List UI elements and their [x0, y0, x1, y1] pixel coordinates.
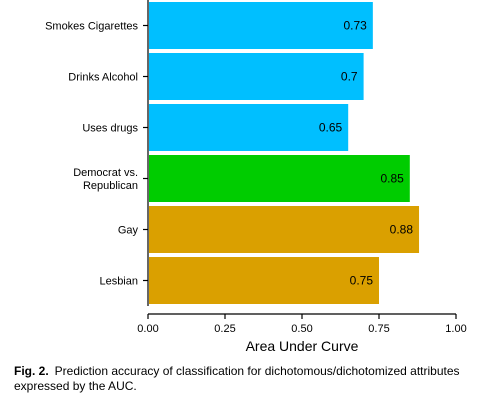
y-tick-label-4: Gay — [118, 225, 139, 237]
x-tick-label-3: 0.75 — [368, 323, 389, 335]
bar-1 — [149, 53, 364, 100]
figure-label: Fig. 2. — [14, 364, 49, 378]
y-tick-label-3: Democrat vs. Republican — [73, 167, 138, 192]
x-tick-label-0: 0.00 — [137, 323, 158, 335]
bar-4 — [149, 206, 420, 253]
bar-5 — [149, 257, 379, 304]
y-tick-label-2: Uses drugs — [82, 123, 138, 135]
auc-bar-chart: 0.73 0.7 0.65 0.85 0.88 0.75 Smokes Cigarette… — [45, 0, 467, 354]
bar-value-label-0: 0.73 — [343, 19, 367, 33]
bars-layer: 0.73 0.7 0.65 0.85 0.88 0.75 — [149, 2, 420, 304]
y-tick-label-0: Smokes Cigarettes — [45, 21, 138, 33]
bar-0 — [149, 2, 373, 49]
figure-caption: Fig. 2. Prediction accuracy of classifica… — [14, 364, 474, 394]
figure-caption-text: Prediction accuracy of classification fo… — [14, 364, 460, 393]
bar-3 — [149, 155, 410, 202]
x-tick-label-2: 0.50 — [291, 323, 312, 335]
bar-value-label-2: 0.65 — [319, 121, 343, 135]
x-axis: 0.00 0.25 0.50 0.75 1.00 — [137, 313, 467, 335]
bar-value-label-5: 0.75 — [350, 274, 374, 288]
bar-2 — [149, 104, 349, 151]
x-tick-label-4: 1.00 — [445, 323, 466, 335]
bar-value-label-1: 0.7 — [341, 70, 358, 84]
bar-value-label-3: 0.85 — [380, 172, 404, 186]
y-tick-labels: Smokes Cigarettes Drinks Alcohol Uses drug… — [45, 21, 148, 288]
y-tick-label-5: Lesbian — [99, 276, 138, 288]
y-tick-label-1: Drinks Alcohol — [68, 72, 138, 84]
x-tick-label-1: 0.25 — [214, 323, 235, 335]
bar-value-label-4: 0.88 — [390, 223, 414, 237]
x-axis-title: Area Under Curve — [246, 338, 359, 354]
